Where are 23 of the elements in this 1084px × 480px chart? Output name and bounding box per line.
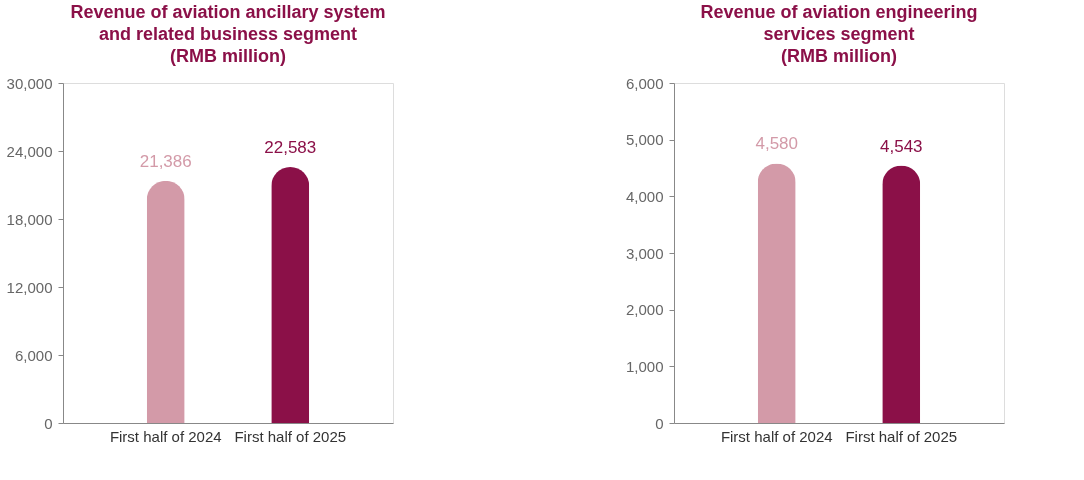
y-tick-label: 30,000 bbox=[6, 74, 53, 92]
y-tick-label: 3,000 bbox=[625, 244, 664, 262]
x-tick-label: First half of 2025 bbox=[845, 427, 958, 445]
chart-title: Revenue of aviation engineering services segment (RMB million) bbox=[700, 2, 978, 66]
x-tick-label: First half of 2024 bbox=[720, 427, 833, 445]
data-label: 4,580 bbox=[755, 134, 799, 154]
data-label: 4,543 bbox=[879, 136, 923, 156]
data-label: 22,583 bbox=[264, 138, 317, 158]
y-tick-label: 4,000 bbox=[625, 187, 664, 205]
y-tick-label: 5,000 bbox=[625, 131, 664, 149]
data-label: 21,386 bbox=[139, 151, 192, 171]
chart-title: Revenue of aviation ancillary system and related business segment (RMB million) bbox=[70, 2, 386, 66]
y-tick-label: 6,000 bbox=[14, 346, 53, 364]
y-tick-label: 24,000 bbox=[6, 142, 53, 160]
y-tick-label: 0 bbox=[655, 414, 664, 432]
y-tick-label: 12,000 bbox=[6, 278, 53, 296]
y-tick-label: 0 bbox=[44, 414, 53, 432]
y-tick-label: 2,000 bbox=[625, 301, 664, 319]
y-tick-label: 18,000 bbox=[6, 210, 53, 228]
y-tick-label: 6,000 bbox=[625, 74, 664, 92]
y-tick-label: 1,000 bbox=[625, 357, 664, 375]
x-tick-label: First half of 2024 bbox=[109, 427, 222, 445]
x-tick-label: First half of 2025 bbox=[234, 427, 347, 445]
